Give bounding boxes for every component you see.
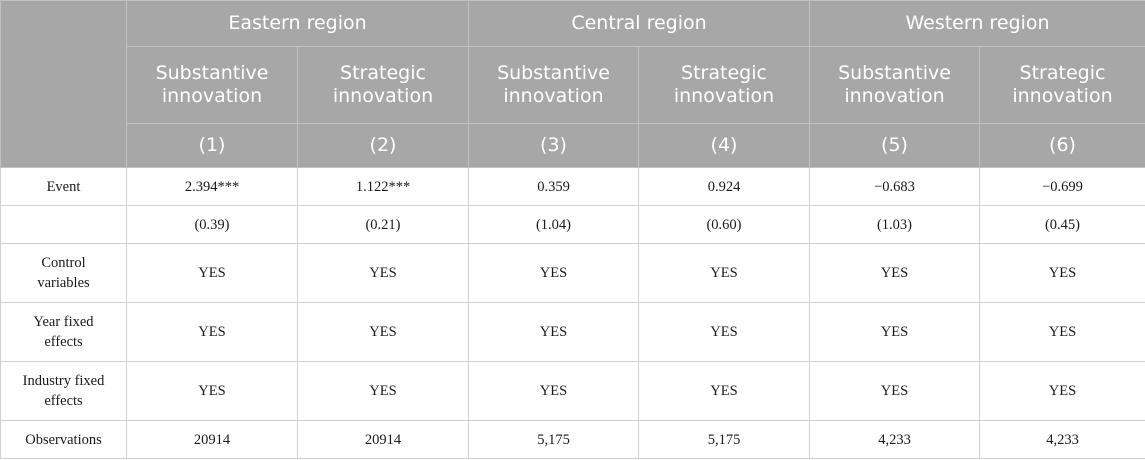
region-header-western: Western region [809, 0, 1145, 47]
column-title-row: Substantive innovation Strategic innovatio… [1, 46, 1145, 124]
column-title-line: Substantive [497, 62, 610, 84]
row-label: Event [0, 167, 127, 206]
table-cell: YES [297, 302, 469, 362]
row-label: Industry fixed effects [0, 361, 127, 421]
table-cell: 5,175 [638, 420, 810, 459]
table-cell: (0.45) [979, 205, 1145, 244]
row-label-line: Industry fixed [22, 373, 105, 389]
table-cell: YES [297, 243, 469, 303]
table-cell: 2.394*** [126, 167, 298, 206]
column-title-line: innovation [673, 85, 775, 107]
table-cell: YES [979, 243, 1145, 303]
region-header-row: Eastern region Central region Western re… [0, 0, 1145, 168]
table-row-industry-fixed-effects: Industry fixed effects YES YES YES YES YE… [0, 361, 1145, 421]
column-title-line: innovation [161, 85, 263, 107]
table-cell: YES [468, 361, 639, 421]
table-row-control-variables: Control variables YES YES YES YES YES YES [0, 243, 1145, 303]
column-title: Strategic innovation [979, 46, 1145, 124]
row-label [0, 205, 127, 244]
row-label-line: effects [44, 393, 83, 409]
column-number: (4) [638, 123, 810, 168]
column-title-line: Strategic [340, 62, 426, 84]
column-number: (1) [126, 123, 298, 168]
table-cell: (1.03) [809, 205, 980, 244]
column-title-line: innovation [844, 85, 945, 107]
column-title-line: Strategic [681, 62, 767, 84]
table-cell: YES [809, 302, 980, 362]
table-cell: YES [809, 361, 980, 421]
table-cell: YES [297, 361, 469, 421]
table-cell: (0.21) [297, 205, 469, 244]
row-label-line: effects [44, 334, 83, 350]
table-cell: YES [638, 243, 810, 303]
column-title: Strategic innovation [638, 46, 810, 124]
column-number: (5) [809, 123, 980, 168]
table-cell: YES [468, 302, 639, 362]
row-label: Year fixed effects [0, 302, 127, 362]
table-cell: 0.359 [468, 167, 639, 206]
row-label: Observations [0, 420, 127, 459]
column-number-row: (1) (2) (3) (4) (5) (6) [1, 123, 1145, 168]
table-cell: YES [979, 302, 1145, 362]
row-label-line: variables [37, 275, 90, 291]
column-title-line: Substantive [155, 62, 269, 84]
column-title-line: innovation [332, 85, 434, 107]
table-cell: 4,233 [809, 420, 980, 459]
table-cell: 20914 [126, 420, 298, 459]
column-number: (3) [468, 123, 639, 168]
table-cell: (1.04) [468, 205, 639, 244]
table-cell: 20914 [297, 420, 469, 459]
table-cell: YES [126, 302, 298, 362]
table-row-observations: Observations 20914 20914 5,175 5,175 4,2… [0, 420, 1145, 459]
region-header-central: Central region [468, 0, 810, 47]
row-label: Control variables [0, 243, 127, 303]
table-cell: (0.60) [638, 205, 810, 244]
table-cell: YES [126, 243, 298, 303]
table-cell: 5,175 [468, 420, 639, 459]
table-cell: YES [638, 302, 810, 362]
column-title: Substantive innovation [126, 46, 298, 124]
header-corner-cell [0, 0, 127, 168]
table-cell: YES [979, 361, 1145, 421]
column-title-line: innovation [1012, 85, 1113, 107]
table-cell: −0.683 [809, 167, 980, 206]
column-title: Substantive innovation [468, 46, 639, 124]
table-cell: YES [126, 361, 298, 421]
table-cell: YES [468, 243, 639, 303]
row-label-line: Year fixed [33, 314, 94, 330]
table-cell: −0.699 [979, 167, 1145, 206]
column-number: (6) [979, 123, 1145, 168]
table-row-standard-errors: (0.39) (0.21) (1.04) (0.60) (1.03) (0.45… [0, 205, 1145, 244]
table-cell: 1.122*** [297, 167, 469, 206]
column-number: (2) [297, 123, 469, 168]
column-title: Strategic innovation [297, 46, 469, 124]
table-cell: YES [638, 361, 810, 421]
table-cell: 0.924 [638, 167, 810, 206]
table-cell: 4,233 [979, 420, 1145, 459]
table-cell: YES [809, 243, 980, 303]
table-row-year-fixed-effects: Year fixed effects YES YES YES YES YES YE… [0, 302, 1145, 362]
table-cell: (0.39) [126, 205, 298, 244]
column-title-line: Strategic [1019, 62, 1106, 84]
column-title-line: Substantive [838, 62, 951, 84]
region-header-eastern: Eastern region [126, 0, 469, 47]
column-title: Substantive innovation [809, 46, 980, 124]
column-title-line: innovation [503, 85, 604, 107]
row-label-line: Control [41, 255, 86, 271]
table-header: Eastern region Central region Western re… [0, 0, 1145, 168]
table-row-event: Event 2.394*** 1.122*** 0.359 0.924 −0.6… [0, 167, 1145, 206]
table-body: Event 2.394*** 1.122*** 0.359 0.924 −0.6… [0, 167, 1145, 459]
